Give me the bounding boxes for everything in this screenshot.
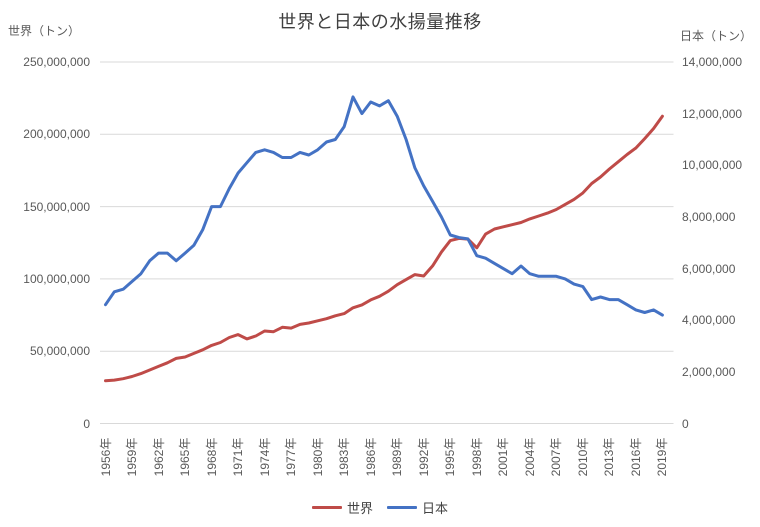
right-axis-tick: 12,000,000: [682, 106, 743, 121]
x-axis-tick: 1998年: [469, 437, 484, 477]
x-axis-tick: 2013年: [602, 437, 617, 477]
world-line-swatch: [311, 506, 342, 509]
x-axis-tick: 2019年: [655, 437, 670, 477]
x-axis-tick: 2001年: [496, 437, 511, 477]
right-axis-tick: 0: [682, 416, 689, 431]
right-axis-tick: 10,000,000: [682, 158, 743, 173]
right-axis-tick: 8,000,000: [682, 209, 736, 224]
x-axis-tick: 1959年: [125, 437, 140, 477]
right-axis-tick: 6,000,000: [682, 261, 736, 276]
x-axis-tick: 1986年: [363, 437, 378, 477]
left-axis-tick: 0: [83, 416, 90, 431]
x-axis-tick: 1971年: [231, 437, 246, 477]
x-axis-tick: 1965年: [178, 437, 193, 477]
right-axis-tick: 14,000,000: [682, 55, 743, 69]
right-axis-tick: 4,000,000: [682, 313, 736, 328]
japan-line-swatch: [387, 506, 417, 509]
left-axis-tick: 50,000,000: [29, 344, 90, 359]
legend: 世界 日本: [0, 498, 760, 517]
legend-item-japan: 日本: [387, 498, 448, 517]
x-axis-tick: 1989年: [390, 437, 405, 477]
legend-label-japan: 日本: [422, 501, 449, 516]
x-axis-tick: 1962年: [151, 437, 166, 477]
x-axis-tick: 1980年: [310, 437, 325, 477]
x-axis-tick: 1992年: [416, 437, 431, 477]
japan-line: [104, 95, 664, 317]
world-line: [104, 114, 664, 383]
x-axis-tick: 2007年: [549, 437, 564, 477]
x-axis-tick: 1983年: [337, 437, 352, 477]
legend-item-world: 世界: [311, 498, 373, 517]
left-axis-title: 世界（トン）: [8, 24, 81, 38]
right-axis-tick: 2,000,000: [682, 364, 736, 379]
left-axis-tick: 150,000,000: [23, 199, 90, 214]
x-axis-tick: 2016年: [628, 437, 643, 477]
left-axis-tick: 100,000,000: [23, 271, 90, 286]
x-axis-tick: 1974年: [257, 437, 272, 477]
left-axis-tick: 200,000,000: [23, 127, 90, 142]
legend-label-world: 世界: [346, 501, 373, 516]
x-axis-tick: 2010年: [575, 437, 590, 477]
x-axis-tick: 1956年: [98, 437, 113, 477]
x-axis-tick: 1995年: [443, 437, 458, 477]
left-axis-tick: 250,000,000: [23, 55, 90, 69]
right-axis-title: 日本（トン）: [679, 29, 752, 43]
x-axis-tick: 1977年: [284, 437, 299, 477]
x-axis-tick: 1968年: [204, 437, 219, 477]
x-axis-tick: 2004年: [522, 437, 537, 477]
chart-title: 世界と日本の水揚量推移: [278, 12, 482, 32]
